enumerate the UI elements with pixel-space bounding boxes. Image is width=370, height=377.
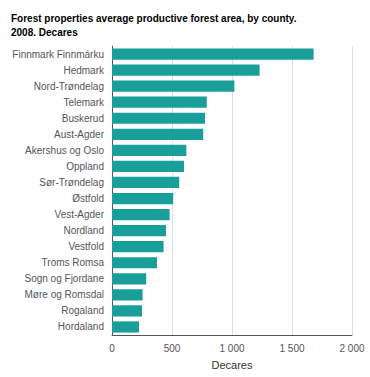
svg-text:1 000: 1 000 bbox=[219, 343, 244, 354]
svg-text:Buskerud: Buskerud bbox=[62, 113, 104, 124]
svg-text:Akershus og Oslo: Akershus og Oslo bbox=[25, 145, 104, 156]
svg-text:Finnmark Finnmárku: Finnmark Finnmárku bbox=[12, 49, 104, 60]
svg-text:Troms Romsa: Troms Romsa bbox=[42, 257, 105, 268]
svg-text:500: 500 bbox=[164, 343, 181, 354]
svg-text:Telemark: Telemark bbox=[63, 97, 105, 108]
svg-text:Aust-Agder: Aust-Agder bbox=[54, 129, 105, 140]
svg-text:Vest-Agder: Vest-Agder bbox=[55, 209, 105, 220]
svg-text:Hedmark: Hedmark bbox=[63, 65, 105, 76]
svg-text:Vestfold: Vestfold bbox=[68, 241, 104, 252]
svg-text:Decares: Decares bbox=[212, 359, 253, 371]
svg-text:Møre og Romsdal: Møre og Romsdal bbox=[25, 289, 104, 300]
svg-text:0: 0 bbox=[109, 343, 115, 354]
svg-text:Hordaland: Hordaland bbox=[58, 321, 104, 332]
svg-text:Rogaland: Rogaland bbox=[61, 305, 104, 316]
svg-text:Forest properties average prod: Forest properties average productive for… bbox=[11, 13, 297, 24]
svg-text:1 500: 1 500 bbox=[279, 343, 304, 354]
svg-text:Sør-Trøndelag: Sør-Trøndelag bbox=[39, 177, 104, 188]
svg-text:Nordland: Nordland bbox=[63, 225, 104, 236]
svg-text:Østfold: Østfold bbox=[72, 193, 104, 204]
svg-text:2 000: 2 000 bbox=[339, 343, 364, 354]
svg-text:2008. Decares: 2008. Decares bbox=[11, 27, 78, 38]
svg-text:Sogn og Fjordane: Sogn og Fjordane bbox=[24, 273, 104, 284]
svg-text:Oppland: Oppland bbox=[66, 161, 104, 172]
svg-text:Nord-Trøndelag: Nord-Trøndelag bbox=[34, 81, 104, 92]
